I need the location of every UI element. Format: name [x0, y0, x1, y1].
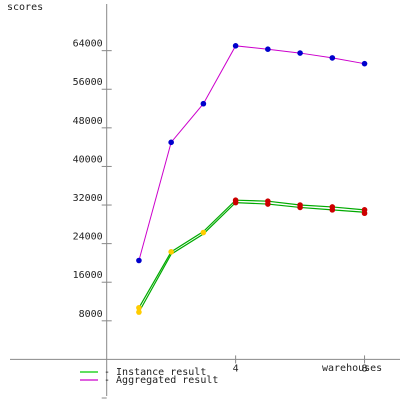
instance-result-point [233, 197, 239, 203]
y-tick-label: 16000 [73, 270, 103, 281]
instance-result-point [362, 207, 368, 213]
aggregated-result-point [297, 50, 303, 56]
aggregated-result-point [136, 258, 142, 264]
y-tick-label: 24000 [73, 232, 103, 243]
instance-result-point [136, 305, 142, 311]
instance-result-point [201, 230, 207, 236]
instance-result-point [297, 202, 303, 208]
aggregated-result-point [362, 61, 368, 67]
aggregated-result-line [139, 46, 365, 261]
aggregated-result-point [233, 43, 239, 49]
instance-result-point [330, 204, 336, 210]
aggregated-result-point [201, 101, 207, 107]
aggregated-result-point [265, 46, 271, 52]
aggregated-result-point [168, 140, 174, 146]
y-tick-label: 48000 [73, 116, 103, 127]
x-axis-label: warehouses [322, 363, 382, 374]
instance-result-point [168, 249, 174, 255]
instance-result-point [265, 198, 271, 204]
y-tick-label: 32000 [73, 193, 103, 204]
chart-axes [10, 4, 400, 396]
y-tick-label: 8000 [79, 309, 103, 320]
legend-label: - Aggregated result [104, 375, 218, 386]
aggregated-result-point [330, 55, 336, 61]
chart-series [136, 43, 367, 315]
y-tick-label: 40000 [73, 154, 103, 165]
chart-legend: - Instance result- Aggregated result [80, 367, 218, 386]
y-axis-label: scores [7, 2, 43, 13]
instance-result-line-1 [139, 203, 365, 313]
y-tick-label: 56000 [73, 77, 103, 88]
y-tick-label: 64000 [73, 39, 103, 50]
x-tick-label: 4 [233, 363, 239, 374]
